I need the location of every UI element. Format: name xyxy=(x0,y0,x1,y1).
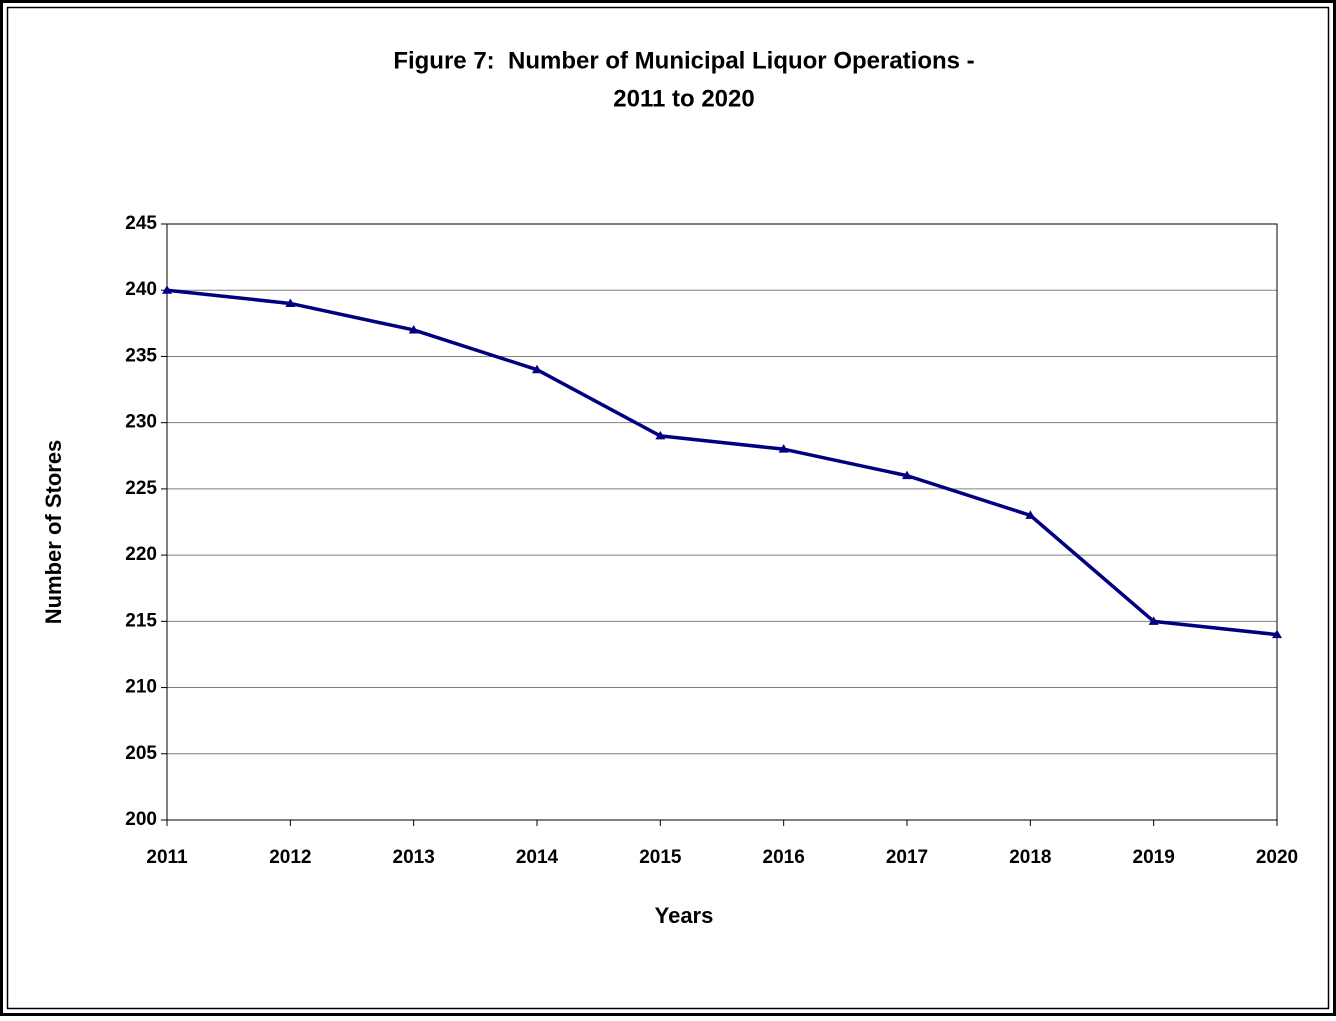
x-tick-label: 2011 xyxy=(146,847,188,868)
marker xyxy=(655,430,666,440)
y-tick-label: 235 xyxy=(125,345,157,366)
x-axis-title: Years xyxy=(655,903,714,928)
marker xyxy=(532,364,542,374)
x-tick-label: 2014 xyxy=(516,847,559,868)
marker xyxy=(1025,510,1036,519)
x-tick-label: 2013 xyxy=(393,847,435,868)
y-tick-label: 215 xyxy=(125,610,157,631)
x-tick-label: 2016 xyxy=(763,847,805,868)
y-tick-label: 230 xyxy=(125,412,157,433)
chart-title: Figure 7: Number of Municipal Liquor Ope… xyxy=(393,47,974,74)
marker xyxy=(285,298,296,307)
y-tick-label: 245 xyxy=(125,213,157,234)
x-tick-label: 2018 xyxy=(1009,847,1051,868)
y-tick-label: 200 xyxy=(125,809,157,830)
plot-frame xyxy=(166,223,1278,821)
y-tick-label: 205 xyxy=(125,743,157,764)
data-line xyxy=(166,288,1278,637)
y-axis-title: Number of Stores xyxy=(41,440,66,625)
x-tick-label: 2012 xyxy=(269,847,311,868)
x-tick-label: 2015 xyxy=(639,847,682,868)
y-tick-label: 210 xyxy=(125,677,157,698)
inner-border xyxy=(6,6,1330,1010)
y-tick-label: 240 xyxy=(125,279,157,300)
y-tick-label: 220 xyxy=(125,544,157,565)
marker xyxy=(1148,616,1159,625)
marker xyxy=(1272,629,1282,639)
chart-title: 2011 to 2020 xyxy=(613,85,754,112)
marker xyxy=(778,444,789,453)
x-tick-label: 2017 xyxy=(886,847,928,868)
x-tick-label: 2019 xyxy=(1133,847,1175,868)
marker xyxy=(162,285,172,294)
x-tick-label: 2020 xyxy=(1256,847,1298,868)
marker xyxy=(902,470,912,480)
marker xyxy=(408,324,419,334)
y-tick-label: 225 xyxy=(125,478,157,499)
plot-area xyxy=(167,224,1277,820)
